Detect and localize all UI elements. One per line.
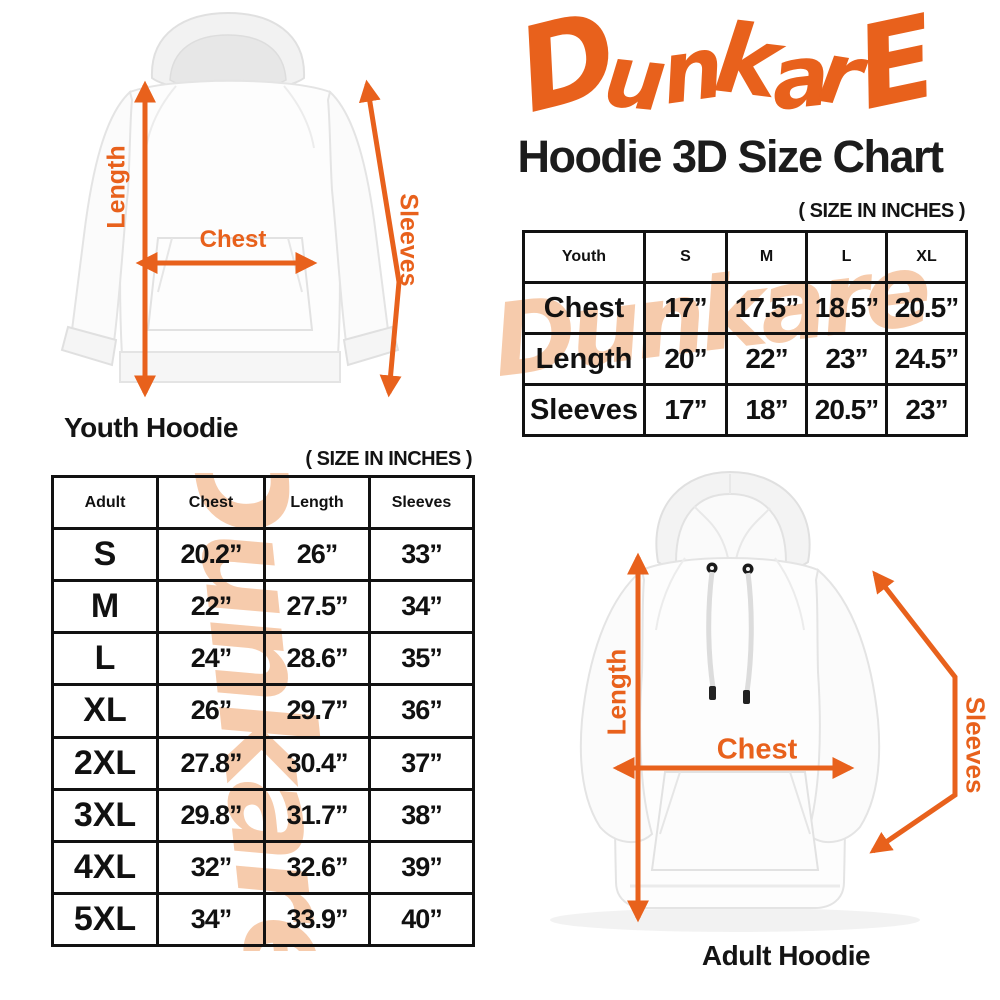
data-cell: 39” <box>368 839 475 895</box>
data-cell: 27.5” <box>263 579 371 635</box>
data-cell: 26” <box>263 527 371 583</box>
table-row: Sleeves 17” 18” 20.5” 23” <box>522 383 968 437</box>
adult-sleeves-label: Sleeves <box>960 696 991 794</box>
adult-size-table: Adult Chest Length Sleeves S 20.2” 26” 33” M 22” 2… <box>51 474 475 948</box>
row-header-cell: 2XL <box>51 735 159 791</box>
adult-sleeves-arrow <box>869 570 958 854</box>
data-cell: 34” <box>156 891 266 948</box>
adult-hoodie-diagram: Length Chest Sleeves Adult Hoodie <box>480 462 1000 982</box>
row-header-cell: 5XL <box>51 891 159 948</box>
adult-hoodie-illustration <box>550 470 958 932</box>
youth-length-label: Length <box>102 145 131 229</box>
data-cell: 32” <box>156 839 266 895</box>
row-header-cell: XL <box>51 683 159 739</box>
youth-table-zone: Dunkare Youth S M L XL Chest 17” 17.5” 18.5” 20.5… <box>500 228 978 442</box>
youth-size-unit-note: ( SIZE IN INCHES ) <box>798 200 965 222</box>
table-row: M 22” 27.5” 34” <box>51 579 475 635</box>
header-cell: Sleeves <box>368 474 475 531</box>
data-cell: 29.8” <box>156 787 266 843</box>
header-cell: Chest <box>156 474 266 531</box>
data-cell: 17.5” <box>725 281 808 335</box>
data-cell: 28.6” <box>263 631 371 687</box>
header-cell: L <box>805 230 888 284</box>
data-cell: 20.5” <box>805 383 888 437</box>
youth-hoodie-caption: Youth Hoodie <box>64 412 238 443</box>
data-cell: 40” <box>368 891 475 948</box>
data-cell: 22” <box>725 332 808 386</box>
youth-hoodie-illustration <box>60 11 402 398</box>
table-row: L 24” 28.6” 35” <box>51 631 475 687</box>
table-row: Length 20” 22” 23” 24.5” <box>522 332 968 386</box>
youth-hoodie-art <box>60 11 400 383</box>
data-cell: 22” <box>156 579 266 635</box>
data-cell: 24.5” <box>885 332 968 386</box>
youth-size-table: Youth S M L XL Chest 17” 17.5” 18.5” 20.5” Length 2… <box>522 230 968 437</box>
data-cell: 35” <box>368 631 475 687</box>
table-header-row: Youth S M L XL <box>522 230 968 284</box>
data-cell: 38” <box>368 787 475 843</box>
header-cell: Adult <box>51 474 159 531</box>
data-cell: 34” <box>368 579 475 635</box>
data-cell: 33.9” <box>263 891 371 948</box>
adult-table-zone: Dunkare Adult Chest Length Sleeves S 20.2” 26”… <box>40 473 485 951</box>
row-header-cell: 4XL <box>51 839 159 895</box>
youth-sleeves-label: Sleeves <box>394 193 423 287</box>
data-cell: 23” <box>885 383 968 437</box>
adult-chest-label: Chest <box>716 733 798 766</box>
adult-size-unit-note: ( SIZE IN INCHES ) <box>305 448 472 470</box>
data-cell: 32.6” <box>263 839 371 895</box>
table-row: 3XL 29.8” 31.7” 38” <box>51 787 475 843</box>
table-row: 2XL 27.8” 30.4” 37” <box>51 735 475 791</box>
data-cell: 17” <box>643 383 728 437</box>
header-cell: S <box>643 230 728 284</box>
row-header-cell: Sleeves <box>522 383 646 437</box>
header-cell: Length <box>263 474 371 531</box>
row-header-cell: 3XL <box>51 787 159 843</box>
page-title: Hoodie 3D Size Chart <box>517 131 944 182</box>
data-cell: 26” <box>156 683 266 739</box>
table-row: 4XL 32” 32.6” 39” <box>51 839 475 895</box>
adult-length-label: Length <box>601 648 632 736</box>
data-cell: 23” <box>805 332 888 386</box>
data-cell: 33” <box>368 527 475 583</box>
table-header-row: Adult Chest Length Sleeves <box>51 474 475 531</box>
header-cell: XL <box>885 230 968 284</box>
data-cell: 37” <box>368 735 475 791</box>
data-cell: 36” <box>368 683 475 739</box>
data-cell: 20.2” <box>156 527 266 583</box>
data-cell: 20” <box>643 332 728 386</box>
data-cell: 20.5” <box>885 281 968 335</box>
youth-chest-label: Chest <box>199 226 267 253</box>
logo-letter: E <box>844 0 949 136</box>
table-row: Chest 17” 17.5” 18.5” 20.5” <box>522 281 968 335</box>
row-header-cell: Length <box>522 332 646 386</box>
youth-hoodie-diagram: Length Chest Sleeves Youth Hoodie <box>0 0 460 455</box>
data-cell: 31.7” <box>263 787 371 843</box>
row-header-cell: S <box>51 527 159 583</box>
youth-sleeves-arrow <box>358 79 402 398</box>
data-cell: 30.4” <box>263 735 371 791</box>
data-cell: 18.5” <box>805 281 888 335</box>
data-cell: 18” <box>725 383 808 437</box>
data-cell: 29.7” <box>263 683 371 739</box>
brand-logo: D u n k a r E <box>456 0 1000 140</box>
data-cell: 24” <box>156 631 266 687</box>
header-cell: Youth <box>522 230 646 284</box>
table-row: XL 26” 29.7” 36” <box>51 683 475 739</box>
row-header-cell: M <box>51 579 159 635</box>
data-cell: 17” <box>643 281 728 335</box>
header-cell: M <box>725 230 808 284</box>
table-row: S 20.2” 26” 33” <box>51 527 475 583</box>
row-header-cell: Chest <box>522 281 646 335</box>
data-cell: 27.8” <box>156 735 266 791</box>
row-header-cell: L <box>51 631 159 687</box>
table-row: 5XL 34” 33.9” 40” <box>51 891 475 948</box>
adult-hoodie-caption: Adult Hoodie <box>701 940 871 971</box>
